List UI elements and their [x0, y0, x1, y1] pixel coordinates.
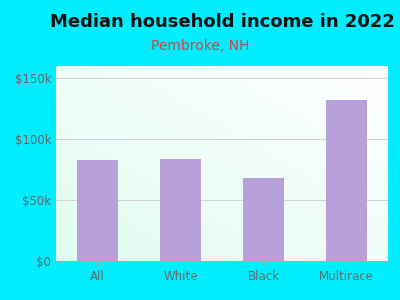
Bar — [326, 100, 367, 261]
Bar — [243, 178, 284, 261]
Title: Median household income in 2022: Median household income in 2022 — [50, 13, 394, 31]
Bar — [160, 159, 201, 261]
Text: Pembroke, NH: Pembroke, NH — [151, 40, 249, 53]
Bar — [77, 160, 118, 261]
